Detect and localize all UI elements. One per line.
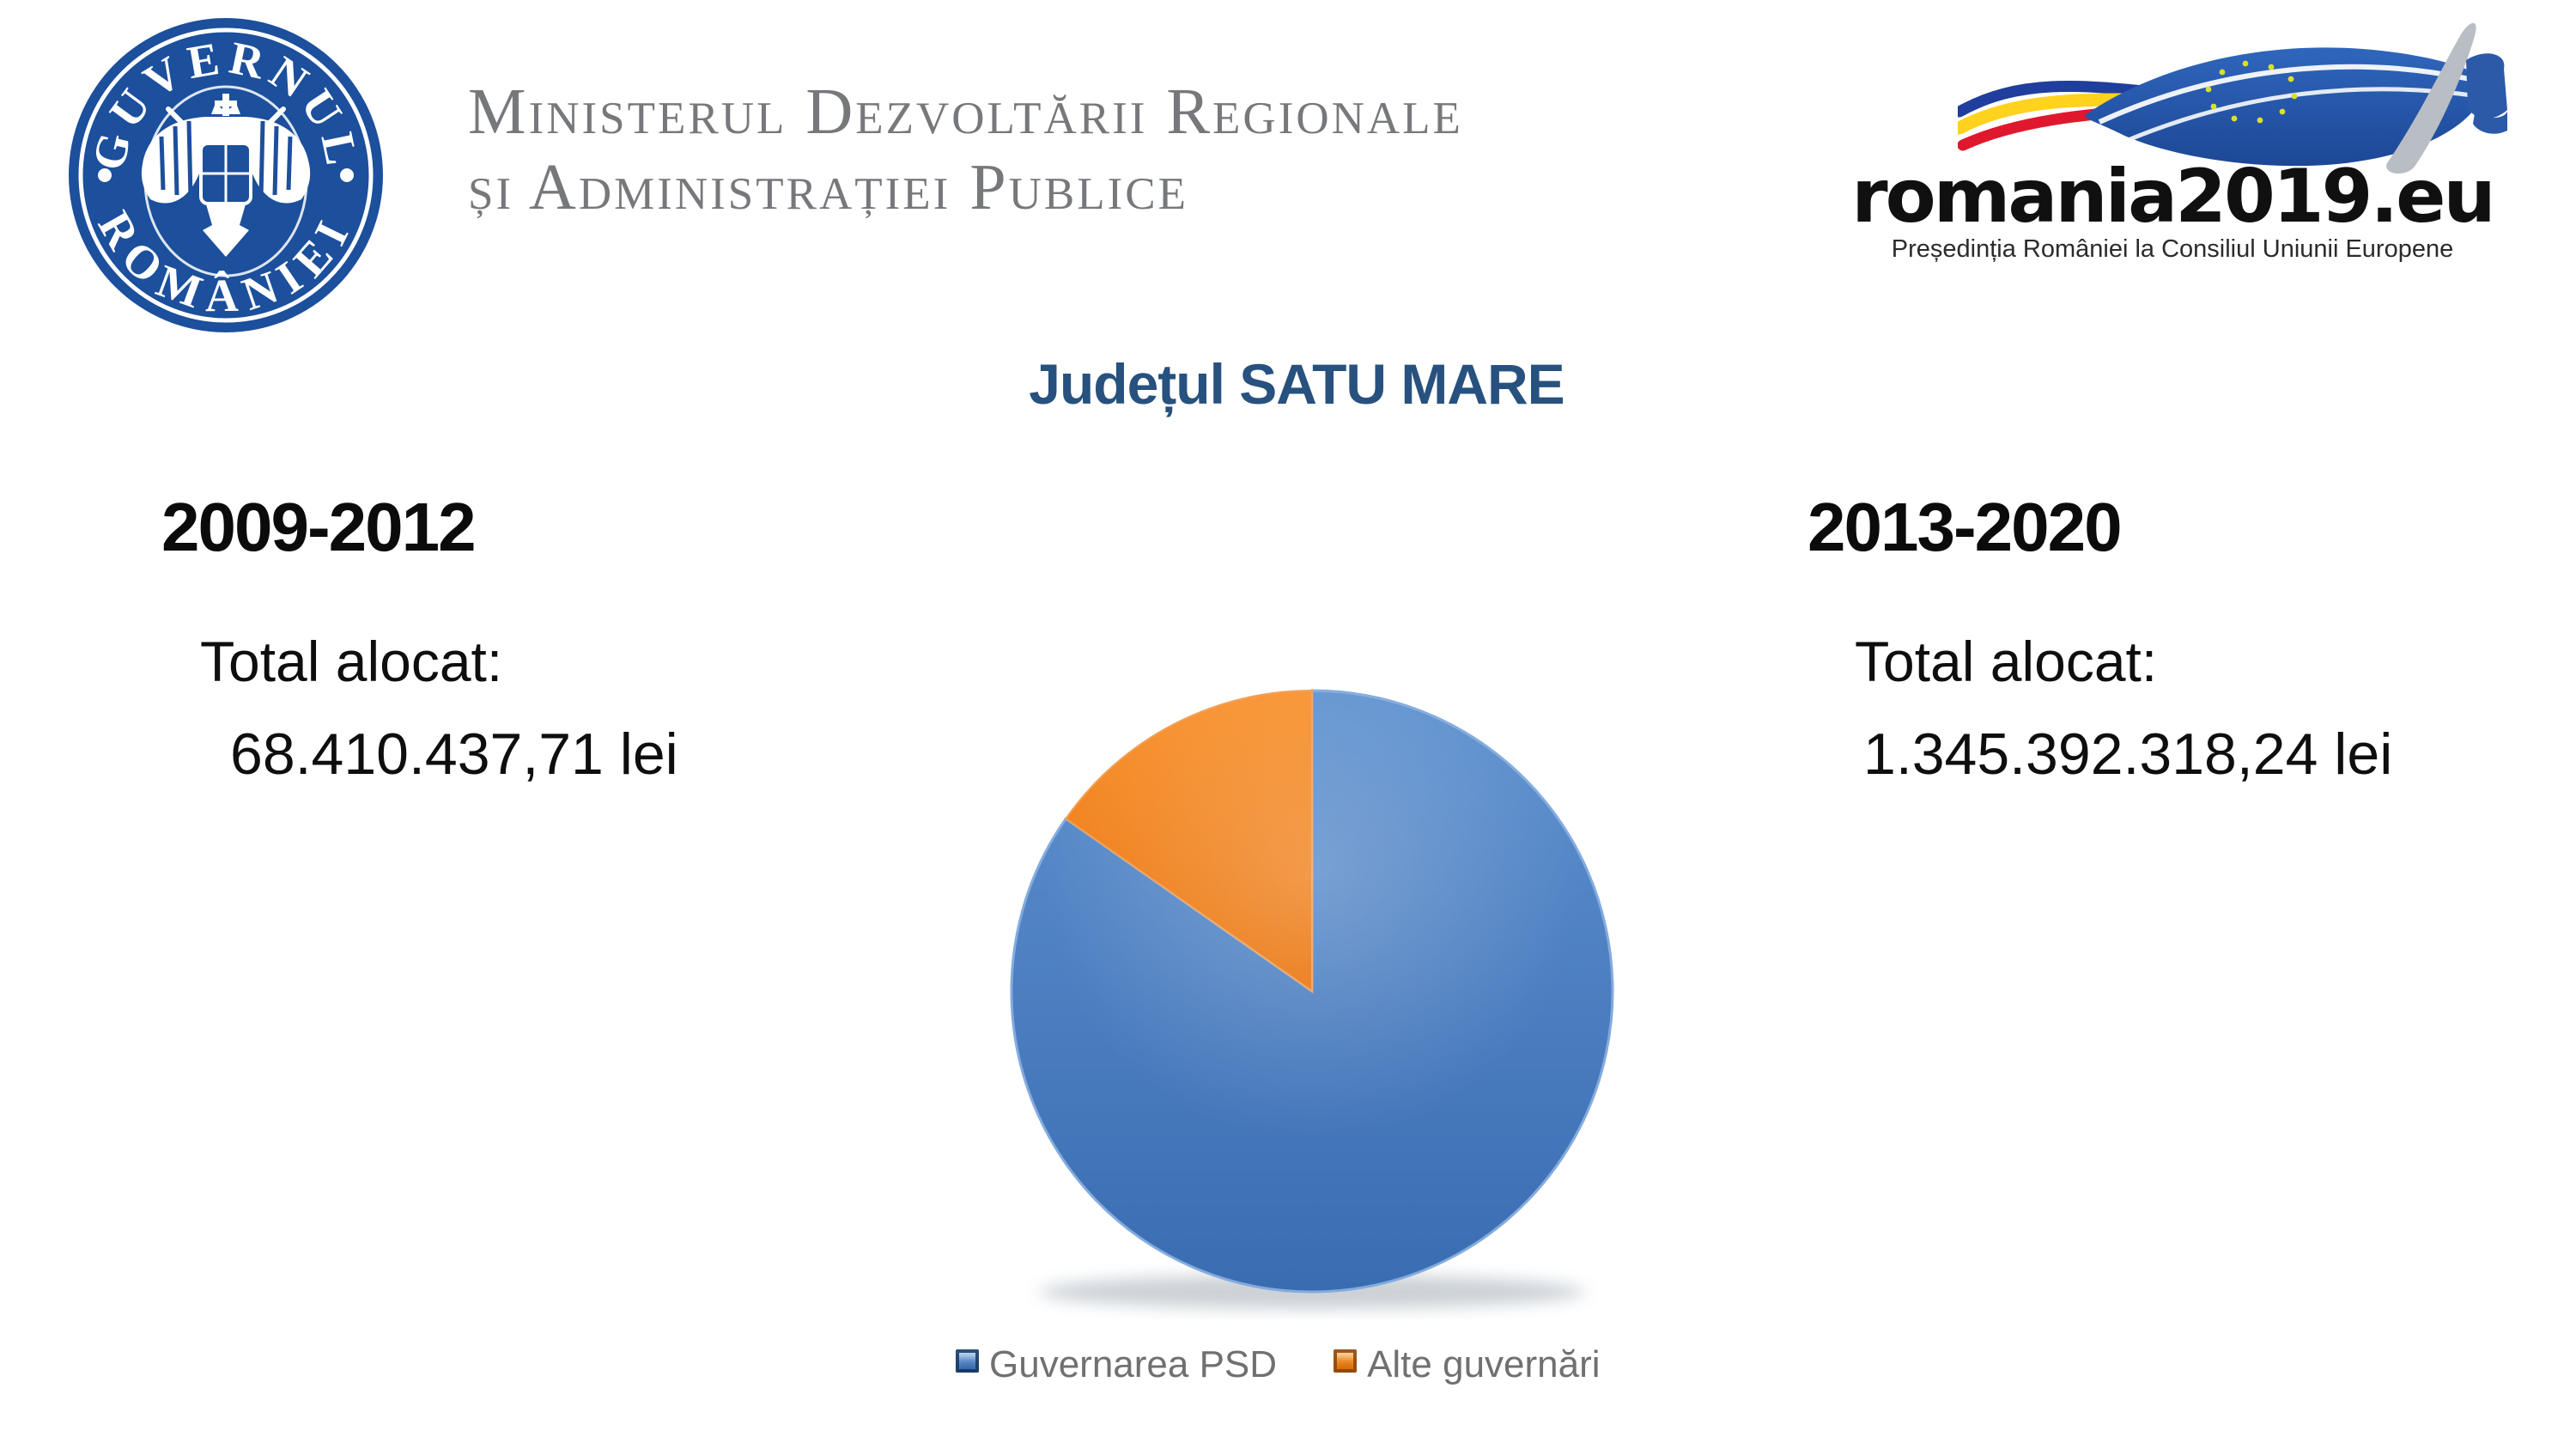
period-heading-2013-2020: 2013-2020: [1807, 489, 2123, 565]
legend-item-psd: Guvernarea PSD: [956, 1338, 1277, 1384]
eu-presidency-swoosh-icon: [1958, 22, 2507, 174]
total-amount-right: 1.345.392.318,24 lei: [1863, 721, 2393, 787]
legend-marker-psd-icon: [956, 1349, 979, 1373]
pie-chart: [1010, 689, 1614, 1309]
ministry-name: Ministerul Dezvoltării Regionale și Admi…: [468, 74, 1842, 225]
ministry-name-line1: Ministerul Dezvoltării Regionale: [468, 76, 1463, 148]
eu-presidency-logo-text: romania2019.eu: [1851, 154, 2495, 240]
ministry-name-line2: și Administrației Publice: [468, 151, 1188, 223]
legend-label-other: Alte guvernări: [1367, 1343, 1601, 1385]
total-amount-left: 68.410.437,71 lei: [230, 721, 678, 787]
seal-eagle-emblem-icon: [141, 85, 311, 277]
legend-label-psd: Guvernarea PSD: [989, 1343, 1278, 1385]
total-label-right: Total alocat:: [1855, 630, 2158, 693]
government-seal-icon: GUVERNUL ROMÂNIEI: [69, 18, 383, 332]
legend-item-other: Alte guvernări: [1334, 1338, 1601, 1385]
legend-marker-other-icon: [1334, 1349, 1358, 1373]
chart-legend: Guvernarea PSD Alte guvernări: [956, 1338, 1601, 1384]
eu-presidency-tagline: Președinția României la Consiliul Uniuni…: [1891, 235, 2454, 263]
period-heading-2009-2012: 2009-2012: [161, 489, 477, 565]
page-title: Județul SATU MARE: [1029, 352, 1564, 416]
total-label-left: Total alocat:: [200, 630, 503, 693]
